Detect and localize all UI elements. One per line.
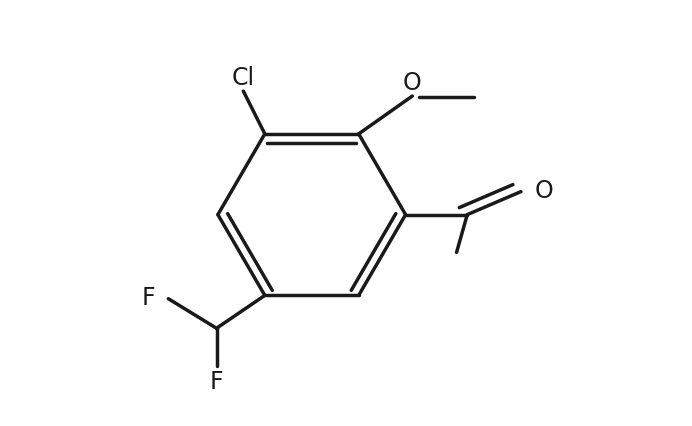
Text: Cl: Cl [232, 66, 255, 90]
Text: F: F [141, 285, 155, 309]
Text: F: F [210, 369, 224, 394]
Text: O: O [403, 71, 421, 95]
Text: O: O [534, 178, 553, 202]
